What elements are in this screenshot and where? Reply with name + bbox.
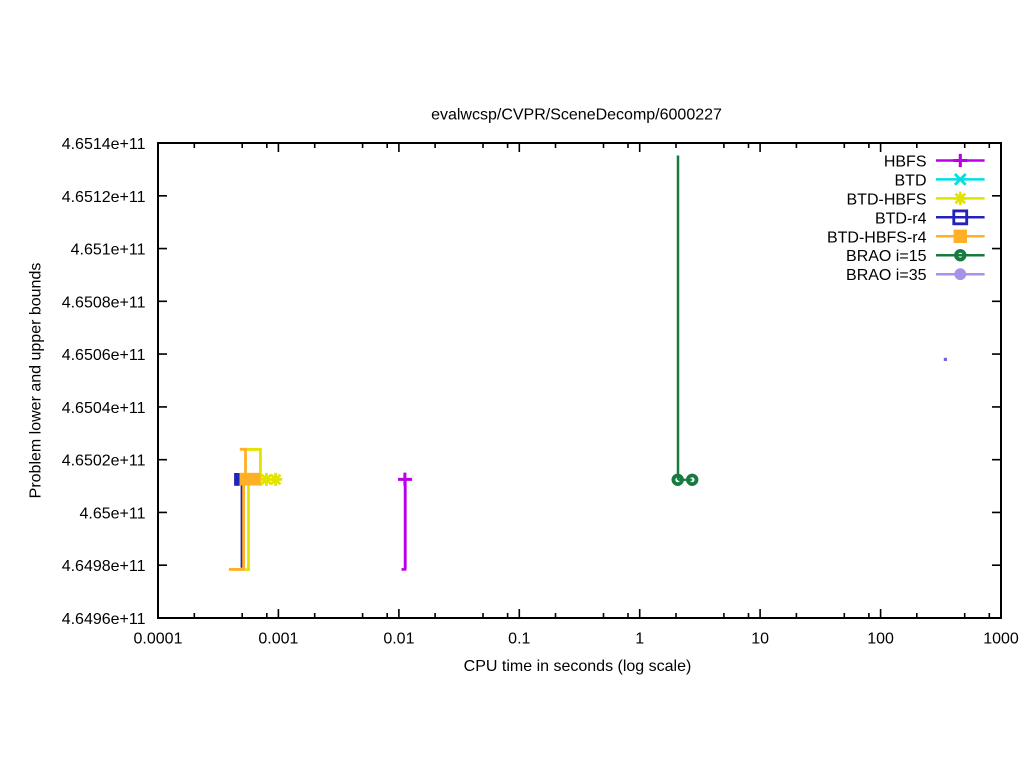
svg-text:10: 10 [751, 631, 769, 648]
svg-text:BTD: BTD [895, 172, 927, 189]
svg-text:1000: 1000 [983, 631, 1019, 648]
svg-text:0.1: 0.1 [508, 631, 530, 648]
svg-text:evalwcsp/CVPR/SceneDecomp/6000: evalwcsp/CVPR/SceneDecomp/6000227 [431, 107, 722, 124]
svg-text:1: 1 [635, 631, 644, 648]
svg-text:4.6502e+11: 4.6502e+11 [62, 453, 146, 470]
svg-text:BRAO i=15: BRAO i=15 [846, 248, 927, 265]
svg-text:4.6506e+11: 4.6506e+11 [62, 347, 146, 364]
svg-text:4.6512e+11: 4.6512e+11 [62, 189, 146, 206]
svg-text:4.651e+11: 4.651e+11 [71, 242, 146, 259]
svg-text:0.001: 0.001 [258, 631, 298, 648]
svg-text:4.65e+11: 4.65e+11 [80, 505, 146, 522]
svg-text:BRAO i=35: BRAO i=35 [846, 267, 927, 284]
svg-text:4.6504e+11: 4.6504e+11 [62, 400, 146, 417]
svg-text:BTD-HBFS: BTD-HBFS [847, 191, 927, 208]
svg-text:4.6508e+11: 4.6508e+11 [62, 294, 146, 311]
svg-text:0.0001: 0.0001 [134, 631, 183, 648]
svg-text:Problem lower and upper bounds: Problem lower and upper bounds [28, 263, 45, 499]
svg-text:CPU time in seconds (log scale: CPU time in seconds (log scale) [464, 658, 692, 675]
svg-text:100: 100 [867, 631, 894, 648]
svg-text:4.6514e+11: 4.6514e+11 [62, 136, 146, 153]
svg-text:BTD-r4: BTD-r4 [875, 210, 927, 227]
svg-text:4.6496e+11: 4.6496e+11 [62, 611, 146, 628]
svg-text:HBFS: HBFS [884, 154, 927, 171]
svg-text:4.6498e+11: 4.6498e+11 [62, 558, 146, 575]
svg-text:0.01: 0.01 [383, 631, 414, 648]
svg-text:BTD-HBFS-r4: BTD-HBFS-r4 [827, 229, 927, 246]
